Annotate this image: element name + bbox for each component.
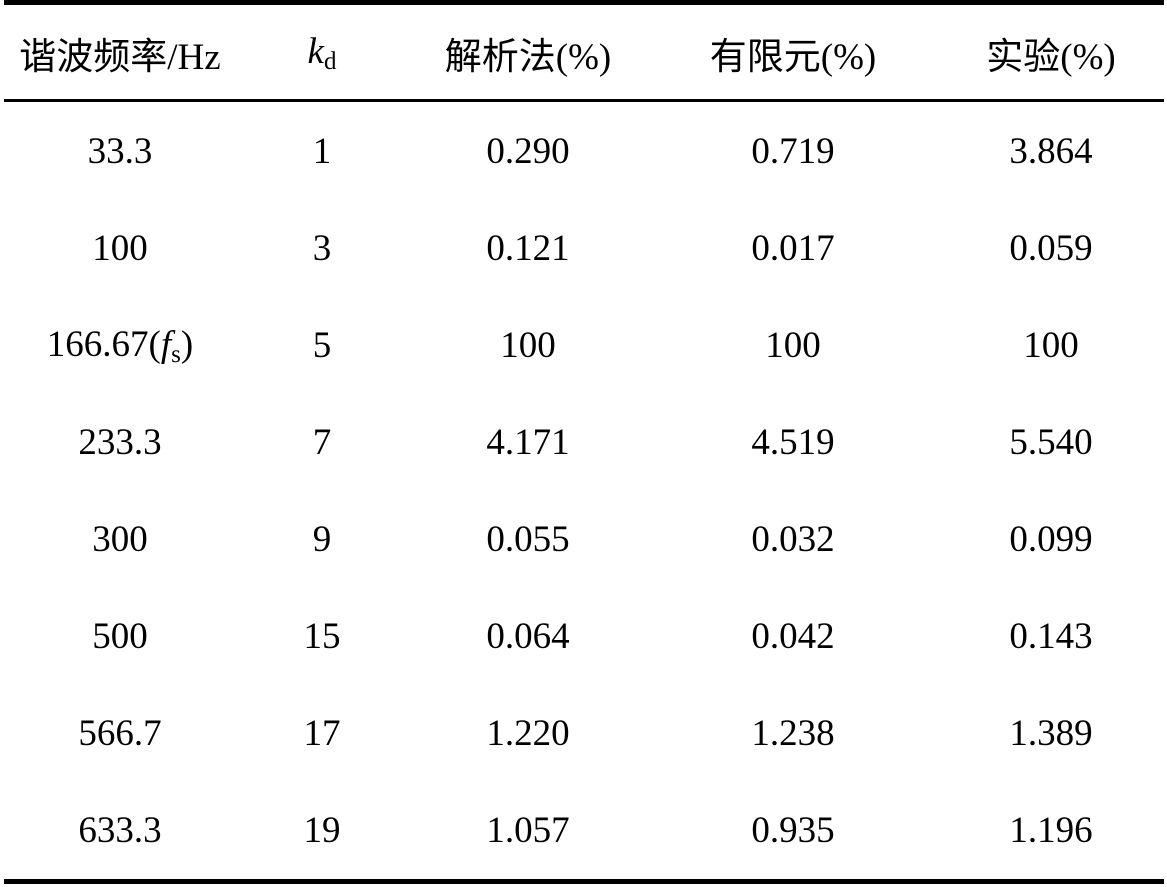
table-header: 谐波频率/Hz kd 解析法(%) 有限元(%) 实验(%) [4,5,1164,101]
cell-experiment: 1.196 [1009,810,1093,851]
cell-analytic: 0.064 [486,616,570,657]
cell-analytic: 0.290 [486,131,570,172]
table-row: 300 9 0.055 0.032 0.099 [4,490,1164,587]
table-header-rule [4,99,1164,102]
cell-frequency-close-paren: ) [180,323,194,365]
header-experiment: 实验(%) [986,37,1116,78]
header-fem: 有限元(%) [709,37,877,78]
cell-frequency: 166.67(fs) [4,296,236,393]
cell-fem: 100 [765,325,821,366]
table-row: 566.7 17 1.220 1.238 1.389 [4,684,1164,781]
cell-frequency-symbol: f [160,323,172,365]
cell-fem: 1.238 [751,713,835,754]
cell-experiment: 0.059 [1009,228,1093,269]
cell-analytic: 4.171 [486,422,570,463]
header-analytic: 解析法(%) [444,37,612,78]
table-bottom-rule [4,879,1164,884]
cell-frequency-value: 166.67 [46,323,149,365]
header-row: 谐波频率/Hz kd 解析法(%) 有限元(%) 实验(%) [4,5,1164,101]
cell-kd: 3 [312,228,332,269]
cell-frequency: 300 [92,519,148,560]
cell-analytic: 1.220 [486,713,570,754]
header-harmonic-frequency: 谐波频率/Hz [19,37,221,78]
cell-analytic: 100 [500,325,556,366]
cell-experiment: 1.389 [1009,713,1093,754]
cell-kd: 1 [312,131,332,172]
cell-fem: 4.519 [751,422,835,463]
cell-frequency: 233.3 [78,422,162,463]
cell-kd: 9 [312,519,332,560]
header-kd-subscript: d [323,48,337,75]
table-row: 500 15 0.064 0.042 0.143 [4,587,1164,684]
cell-frequency: 33.3 [87,131,153,172]
cell-frequency: 500 [92,616,148,657]
table-row: 33.3 1 0.290 0.719 3.864 [4,102,1164,199]
data-table: 谐波频率/Hz kd 解析法(%) 有限元(%) 实验(%) 33.3 1 0.… [4,5,1164,878]
cell-kd: 19 [303,810,341,851]
cell-fem: 0.935 [751,810,835,851]
cell-fem: 0.042 [751,616,835,657]
cell-frequency-open-paren: ( [148,323,161,365]
cell-frequency: 100 [92,228,148,269]
cell-experiment: 5.540 [1009,422,1093,463]
header-kd: kd [236,5,408,101]
cell-frequency: 566.7 [78,713,162,754]
cell-experiment: 100 [1023,325,1079,366]
table-row: 166.67(fs) 5 100 100 100 [4,296,1164,393]
cell-kd: 17 [303,713,341,754]
cell-experiment: 0.143 [1009,616,1093,657]
header-kd-symbol: k [307,31,324,72]
cell-kd: 15 [303,616,341,657]
table-top-rule [4,0,1164,5]
table-body: 33.3 1 0.290 0.719 3.864 100 3 0.121 0.0… [4,101,1164,878]
cell-experiment: 3.864 [1009,131,1093,172]
cell-frequency: 633.3 [78,810,162,851]
cell-frequency-subscript: s [171,340,181,368]
cell-experiment: 0.099 [1009,519,1093,560]
cell-fem: 0.719 [751,131,835,172]
cell-fem: 0.017 [751,228,835,269]
cell-kd: 7 [312,422,332,463]
table-row: 633.3 19 1.057 0.935 1.196 [4,781,1164,878]
cell-analytic: 0.121 [486,228,570,269]
cell-fem: 0.032 [751,519,835,560]
cell-analytic: 1.057 [486,810,570,851]
cell-kd: 5 [312,325,332,366]
table-row: 233.3 7 4.171 4.519 5.540 [4,393,1164,490]
cell-analytic: 0.055 [486,519,570,560]
table-row: 100 3 0.121 0.017 0.059 [4,199,1164,296]
